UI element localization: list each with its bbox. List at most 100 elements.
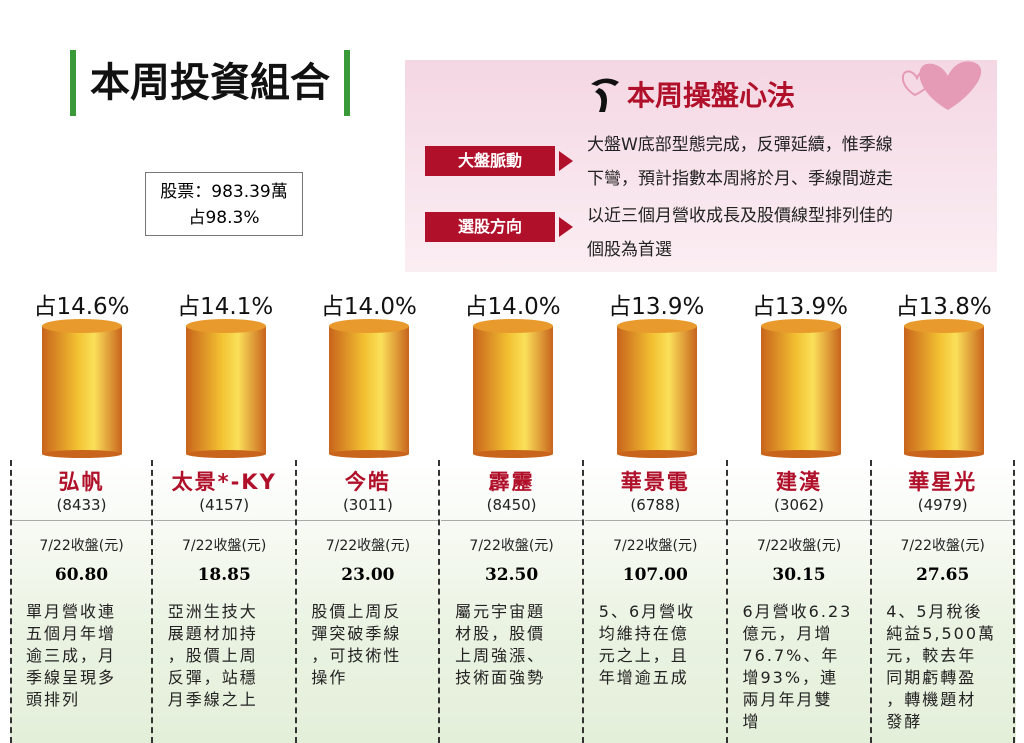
close-label: 7/22收盤(元) [325, 538, 411, 554]
close-price: 18.85 [197, 565, 251, 585]
stock-note: 亞洲生技大 展題材加持 ，股價上周 反彈，站穩 月季線之上 [154, 601, 295, 711]
note-line: 上周強漲、 [455, 646, 546, 665]
note-line: 材股，股價 [455, 624, 546, 643]
note-line: 兩月年月雙 [742, 690, 833, 709]
separator [297, 520, 439, 521]
strategy-line: 下彎，預計指數本周將於月、季線間遊走 [587, 169, 893, 189]
note-line: 屬元宇宙題 [455, 602, 546, 621]
holdings-line: 股票：983.39萬 [160, 182, 288, 202]
weight-label: 占14.6% [33, 294, 130, 320]
cylinder-shape [616, 319, 697, 458]
cylinder [41, 318, 123, 458]
separator [584, 520, 726, 521]
cylinder-shape [760, 319, 841, 458]
cylinder-shape [185, 319, 266, 458]
stock-code: (4979) [917, 496, 968, 514]
stock-note: 6月營收6.23 億元，月增 76.7%、年 增93%，連 兩月年月雙增 [729, 601, 870, 733]
close-price: 30.15 [772, 565, 826, 585]
cylinder [903, 318, 985, 458]
stock-column: 華星光 (4979) 7/22收盤(元) 27.65 4、5月稅後 純益5,500萬 元，較… [872, 460, 1016, 743]
weight-label: 占13.9% [751, 294, 849, 320]
close-price: 27.65 [916, 565, 970, 585]
cylinder-shape [329, 319, 410, 458]
stock-name: 弘帆 [58, 470, 105, 494]
note-line: 4、5月稅後 [886, 602, 983, 621]
note-line: 逾三成，月 [26, 646, 117, 665]
note-line: 操作 [311, 668, 348, 687]
stock-name: 華景電 [620, 470, 690, 494]
cylinder [472, 318, 554, 458]
cylinder [760, 318, 842, 458]
close-price: 32.50 [484, 565, 539, 585]
holdings-line: 占98.3% [188, 208, 260, 228]
cylinder [185, 318, 267, 458]
separator [872, 520, 1014, 521]
note-line: 單月營收連 [26, 602, 117, 621]
close-label: 7/22收盤(元) [182, 538, 267, 554]
note-line: 純益5,500萬 [886, 624, 996, 643]
close-price: 107.00 [622, 565, 688, 585]
note-line: 年增逾五成 [598, 668, 689, 687]
note-line: 五個月年增 [26, 624, 117, 643]
stock-name: 華星光 [908, 470, 978, 494]
close-label: 7/22收盤(元) [39, 538, 124, 554]
note-line: 彈突破季線 [311, 624, 402, 643]
note-line: 發酵 [886, 712, 923, 731]
note-line: 均維持在億 [598, 624, 689, 643]
note-line: 月季線之上 [167, 690, 258, 709]
stock-code: (4157) [199, 496, 250, 514]
weight-label: 占13.8% [895, 294, 992, 320]
cylinder-shape [42, 319, 122, 458]
title: 本周投資組合 [70, 50, 350, 116]
cylinder-shape [473, 319, 554, 458]
stock-column: 太景*-KY (4157) 7/22收盤(元) 18.85 亞洲生技大 展題材加持 ，股價上… [153, 460, 297, 743]
note-line: 增 [742, 712, 761, 731]
stock-column: 建漢 (3062) 7/22收盤(元) 30.15 6月營收6.23 億元，月增 76.7%… [728, 460, 872, 743]
strategy-label: 大盤脈動 [425, 146, 555, 176]
stock-name: 建漢 [776, 470, 822, 494]
stock-code: (8433) [56, 496, 107, 514]
cylinder [616, 318, 698, 458]
note-line: ，可技術性 [311, 646, 402, 665]
note-line: 季線呈現多 [26, 668, 117, 687]
stock-note: 單月營收連 五個月年增 逾三成，月 季線呈現多 頭排列 [12, 601, 151, 711]
strategy-line: 以近三個月營收成長及股價線型排列佳的 [587, 206, 893, 226]
weight-label: 占14.0% [464, 294, 561, 320]
separator [728, 520, 870, 521]
separator [441, 520, 583, 521]
stock-column: 弘帆 (8433) 7/22收盤(元) 60.80 單月營收連 五個月年增 逾三成，月 季線呈… [10, 460, 153, 743]
stock-name: 太景*-KY [171, 470, 277, 494]
stock-code: (6788) [630, 496, 681, 514]
note-line: 同期虧轉盈 [886, 668, 977, 687]
note-line: ，股價上周 [167, 646, 258, 665]
close-price: 23.00 [341, 565, 395, 585]
weight-label: 占14.1% [177, 294, 274, 320]
note-line: 6月營收6.23 [742, 602, 853, 621]
strategy-line: 大盤W底部型態完成，反彈延續，惟季線 [587, 135, 893, 155]
weight-label: 占14.0% [320, 294, 417, 320]
strategy-line: 個股為首選 [587, 240, 672, 260]
stock-column: 華景電 (6788) 7/22收盤(元) 107.00 5、6月營收 均維持在億 元之上，且… [584, 460, 728, 743]
cylinder [328, 318, 410, 458]
stock-code: (3062) [774, 496, 824, 514]
hearts [901, 61, 982, 110]
close-label: 7/22收盤(元) [900, 538, 985, 554]
stock-note: 屬元宇宙題 材股，股價 上周強漲、 技術面強勢 [441, 601, 582, 689]
arrow [559, 217, 573, 237]
stock-code: (3011) [342, 496, 393, 514]
note-line: 76.7%、年 [742, 646, 840, 665]
separator [153, 520, 295, 521]
stock-note: 5、6月營收 均維持在億 元之上，且 年增逾五成 [585, 601, 726, 689]
separator [12, 520, 151, 521]
cylinder-shape [904, 319, 985, 458]
icon [591, 78, 619, 112]
strategy-title: 本周操盤心法 [627, 79, 796, 112]
note-line: ，轉機題材 [886, 690, 977, 709]
strategy-box: 本周操盤心法 大盤脈動 選股方向 大盤W底部型態完成，反彈延續，惟季線 下彎，預… [405, 60, 997, 272]
note-line: 元，較去年 [886, 646, 977, 665]
holdings-box: 股票：983.39萬 占98.3% [145, 172, 303, 236]
stock-name: 霹靂 [488, 470, 535, 494]
stock-column: 今皓 (3011) 7/22收盤(元) 23.00 股價上周反 彈突破季線 ，可技術性 操作 [297, 460, 441, 743]
close-label: 7/22收盤(元) [613, 538, 698, 554]
